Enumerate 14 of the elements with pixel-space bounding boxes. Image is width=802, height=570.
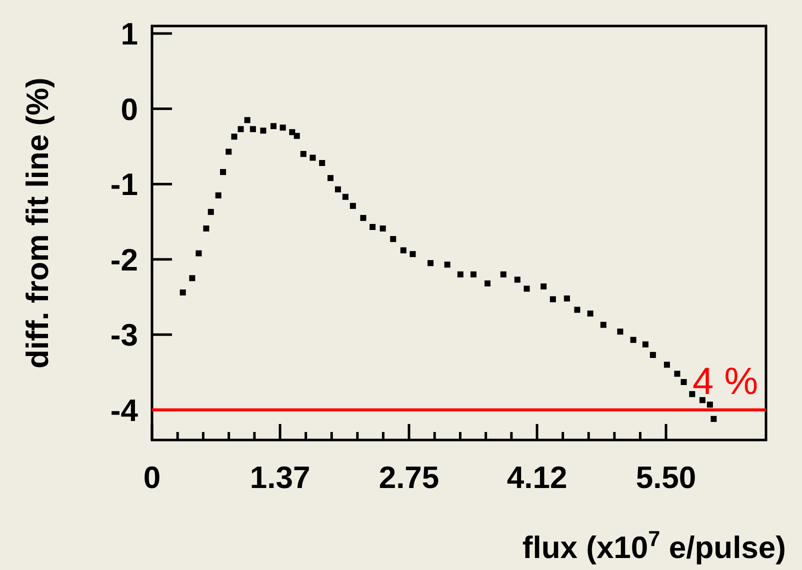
y-tick-label: -1 xyxy=(110,167,138,202)
y-axis-title: diff. from fit line (%) xyxy=(20,77,55,369)
y-tick-label: 1 xyxy=(120,16,138,52)
x-axis-title: flux (x10$^{7}$ e/pulse) xyxy=(522,526,786,565)
x-tick-label: 1.37 xyxy=(250,460,310,495)
x-tick-label: 0 xyxy=(143,460,161,495)
y-tick-label: -2 xyxy=(110,242,138,278)
y-tick-label: -3 xyxy=(110,318,138,353)
y-tick-label: 0 xyxy=(120,92,138,127)
y-tick-label: -4 xyxy=(110,392,139,428)
x-tick-label: 5.50 xyxy=(636,460,696,495)
x-tick-label: 4.12 xyxy=(506,460,568,495)
annotation: 4 % xyxy=(692,360,758,403)
x-tick-label: 2.75 xyxy=(378,460,440,495)
